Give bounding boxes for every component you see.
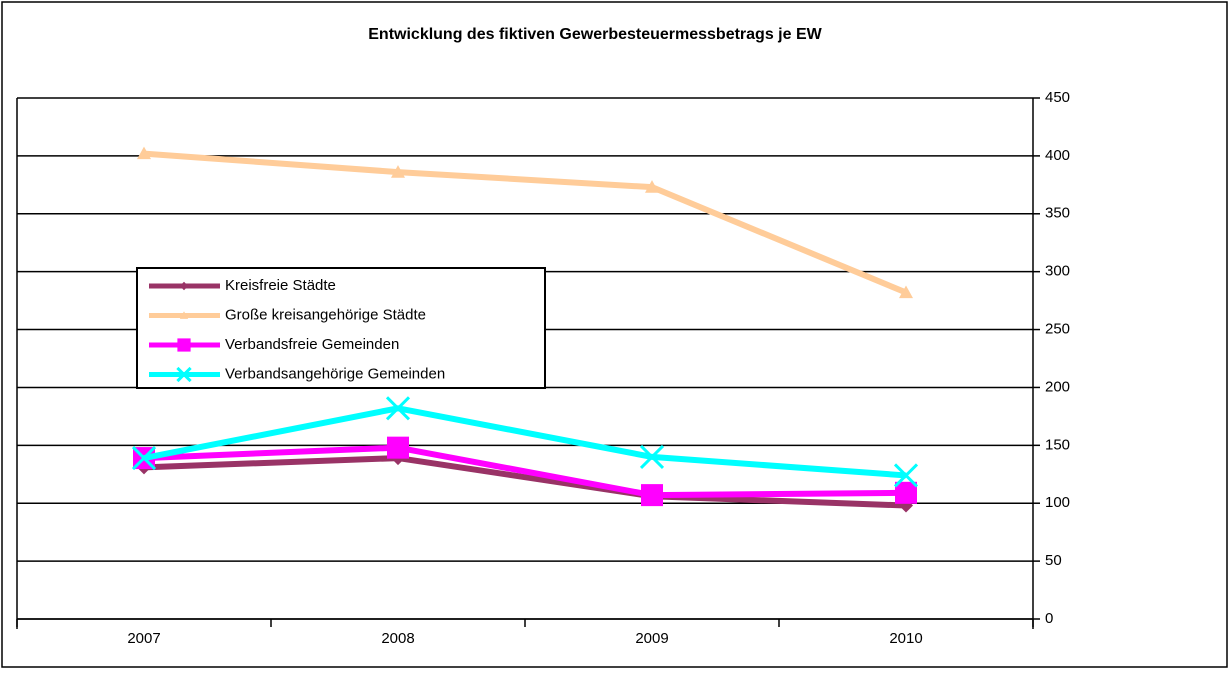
- legend-label: Verbandsangehörige Gemeinden: [225, 365, 445, 382]
- marker: [177, 338, 191, 352]
- x-tick-label: 2010: [889, 630, 922, 647]
- marker: [176, 366, 192, 383]
- marker-shape: [179, 281, 189, 291]
- marker: [641, 484, 663, 507]
- y-tick-label: 450: [1045, 89, 1070, 106]
- marker-shape: [391, 165, 405, 178]
- marker-shape: [895, 481, 917, 504]
- marker-shape: [641, 484, 663, 507]
- x-tick-label: 2009: [635, 630, 668, 647]
- marker-shape: [645, 180, 659, 193]
- marker: [179, 311, 189, 319]
- chart-title: Entwicklung des fiktiven Gewerbesteuerme…: [368, 26, 822, 43]
- marker-shape: [899, 285, 913, 299]
- y-tick-label: 50: [1045, 552, 1062, 569]
- marker: [385, 396, 411, 421]
- series-line: [143, 405, 907, 479]
- marker-shape: [893, 463, 919, 488]
- marker-shape: [137, 146, 151, 160]
- series-line: [143, 455, 907, 509]
- marker-shape: [387, 436, 409, 459]
- y-tick-label: 300: [1045, 263, 1070, 280]
- legend-label: Verbandsfreie Gemeinden: [225, 336, 399, 353]
- y-tick-label: 0: [1045, 610, 1053, 627]
- marker-shape: [177, 338, 191, 352]
- marker: [895, 481, 917, 504]
- y-tick-label: 400: [1045, 147, 1070, 164]
- y-tick-label: 150: [1045, 436, 1070, 453]
- marker: [131, 446, 157, 471]
- marker-shape: [131, 446, 157, 471]
- marker: [899, 285, 913, 299]
- marker: [645, 180, 659, 193]
- y-tick-label: 250: [1045, 321, 1070, 338]
- marker: [391, 165, 405, 178]
- x-tick-label: 2008: [381, 630, 414, 647]
- marker: [893, 463, 919, 488]
- x-tick-label: 2007: [127, 630, 160, 647]
- series-line: [143, 150, 908, 296]
- marker: [387, 436, 409, 459]
- marker-shape: [179, 311, 189, 319]
- marker-shape: [385, 396, 411, 421]
- legend-label: Große kreisangehörige Städte: [225, 306, 426, 323]
- marker-shape: [176, 366, 192, 383]
- y-tick-label: 100: [1045, 494, 1070, 511]
- legend-label: Kreisfreie Städte: [225, 277, 336, 294]
- marker: [179, 281, 189, 291]
- marker: [639, 444, 665, 469]
- y-tick-label: 350: [1045, 205, 1070, 222]
- y-tick-label: 200: [1045, 378, 1070, 395]
- series-line: [143, 444, 907, 499]
- marker: [137, 146, 151, 160]
- marker-shape: [639, 444, 665, 469]
